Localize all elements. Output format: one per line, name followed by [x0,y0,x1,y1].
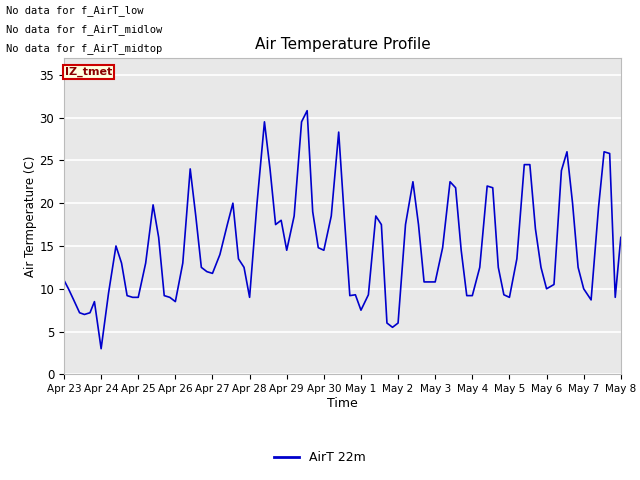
Text: No data for f_AirT_midlow: No data for f_AirT_midlow [6,24,163,35]
Text: IZ_tmet: IZ_tmet [65,67,112,77]
Text: No data for f_AirT_midtop: No data for f_AirT_midtop [6,43,163,54]
Y-axis label: Air Termperature (C): Air Termperature (C) [24,156,36,276]
Text: No data for f_AirT_low: No data for f_AirT_low [6,5,144,16]
Legend: AirT 22m: AirT 22m [269,446,371,469]
Title: Air Temperature Profile: Air Temperature Profile [255,37,430,52]
X-axis label: Time: Time [327,397,358,410]
